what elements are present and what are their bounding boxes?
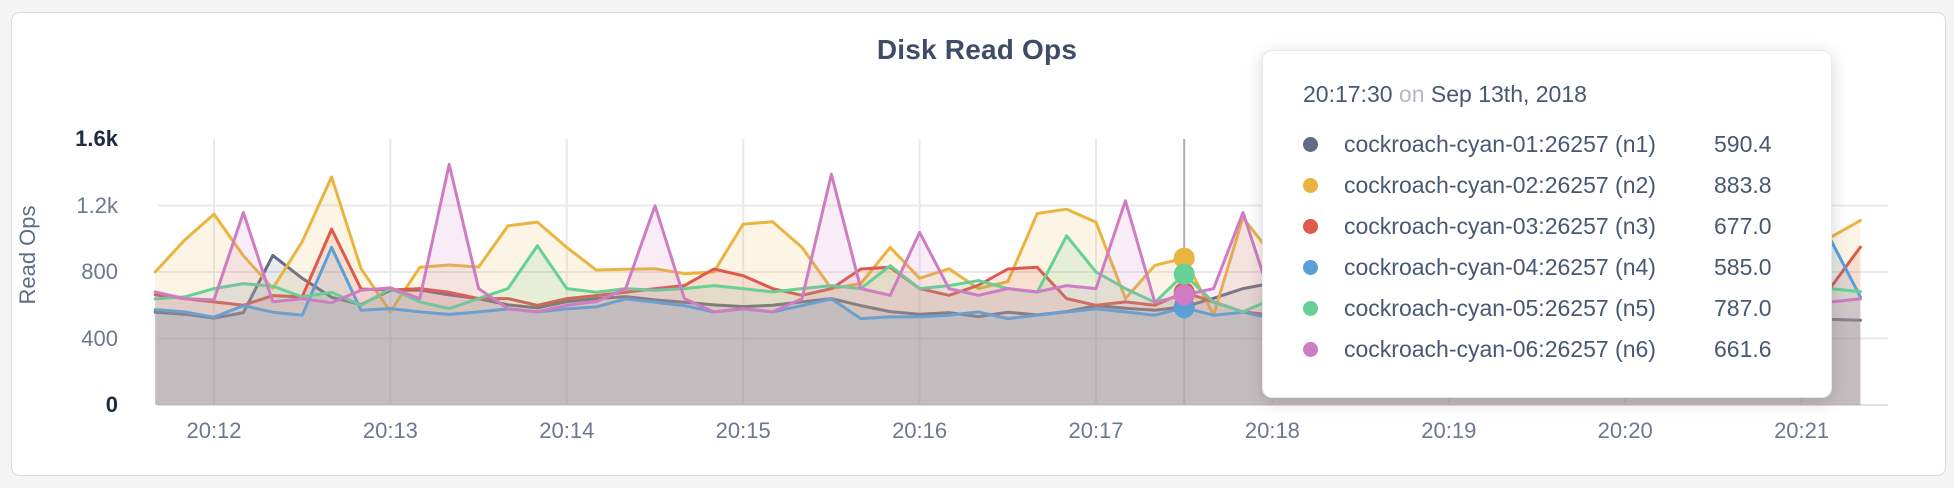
- x-tick-label: 20:19: [1421, 418, 1477, 443]
- x-tick-label: 20:13: [362, 418, 418, 443]
- tooltip-rows: cockroach-cyan-01:26257 (n1) 590.4 cockroa…: [1303, 124, 1797, 370]
- hover-tooltip: 20:17:30 on Sep 13th, 2018 cockroach-cya…: [1262, 50, 1832, 398]
- y-tick-label: 1.2k: [76, 192, 118, 218]
- tooltip-series-label: cockroach-cyan-05:26257 (n5): [1344, 295, 1656, 321]
- tooltip-series-value: 585.0: [1714, 254, 1772, 280]
- x-tick-label: 20:20: [1597, 418, 1653, 443]
- tooltip-series-value: 883.8: [1714, 172, 1772, 198]
- x-tick-label: 20:14: [539, 418, 595, 443]
- tooltip-row: cockroach-cyan-02:26257 (n2) 883.8: [1303, 165, 1797, 206]
- tooltip-series-value: 787.0: [1714, 295, 1772, 321]
- y-tick-label: 1.6k: [75, 126, 118, 151]
- x-tick-label: 20:12: [186, 418, 242, 443]
- tooltip-series-value: 590.4: [1714, 131, 1772, 157]
- hover-dot-n5: [1173, 263, 1195, 285]
- series-color-dot-icon: [1303, 301, 1318, 316]
- tooltip-series-label: cockroach-cyan-06:26257 (n6): [1344, 336, 1656, 362]
- tooltip-time: 20:17:30: [1303, 81, 1393, 107]
- x-tick-label: 20:15: [715, 418, 771, 443]
- series-color-dot-icon: [1303, 342, 1318, 357]
- chart-title: Disk Read Ops: [876, 34, 1078, 65]
- y-tick-label: 400: [81, 325, 118, 351]
- tooltip-row: cockroach-cyan-04:26257 (n4) 585.0: [1303, 247, 1797, 288]
- tooltip-series-value: 677.0: [1714, 213, 1772, 239]
- tooltip-series-label: cockroach-cyan-02:26257 (n2): [1344, 172, 1656, 198]
- tooltip-row: cockroach-cyan-01:26257 (n1) 590.4: [1303, 124, 1797, 165]
- hover-dot-n2: [1173, 247, 1195, 269]
- series-color-dot-icon: [1303, 178, 1318, 193]
- series-color-dot-icon: [1303, 260, 1318, 275]
- hover-dot-n6: [1173, 284, 1195, 306]
- y-tick-label: 0: [105, 392, 118, 417]
- series-color-dot-icon: [1303, 137, 1318, 152]
- series-color-dot-icon: [1303, 219, 1318, 234]
- tooltip-date: Sep 13th, 2018: [1430, 81, 1587, 107]
- tooltip-row: cockroach-cyan-06:26257 (n6) 661.6: [1303, 329, 1797, 370]
- tooltip-separator: on: [1398, 81, 1425, 107]
- x-tick-label: 20:17: [1068, 418, 1124, 443]
- tooltip-series-label: cockroach-cyan-04:26257 (n4): [1344, 254, 1656, 280]
- tooltip-series-label: cockroach-cyan-01:26257 (n1): [1344, 131, 1656, 157]
- tooltip-row: cockroach-cyan-03:26257 (n3) 677.0: [1303, 206, 1797, 247]
- tooltip-header: 20:17:30 on Sep 13th, 2018: [1303, 81, 1797, 108]
- x-tick-label: 20:16: [892, 418, 948, 443]
- tooltip-series-label: cockroach-cyan-03:26257 (n3): [1344, 213, 1656, 239]
- y-tick-label: 800: [81, 259, 118, 284]
- x-tick-label: 20:18: [1244, 418, 1300, 443]
- tooltip-series-value: 661.6: [1714, 336, 1772, 362]
- x-tick-label: 20:21: [1774, 418, 1830, 443]
- tooltip-row: cockroach-cyan-05:26257 (n5) 787.0: [1303, 288, 1797, 329]
